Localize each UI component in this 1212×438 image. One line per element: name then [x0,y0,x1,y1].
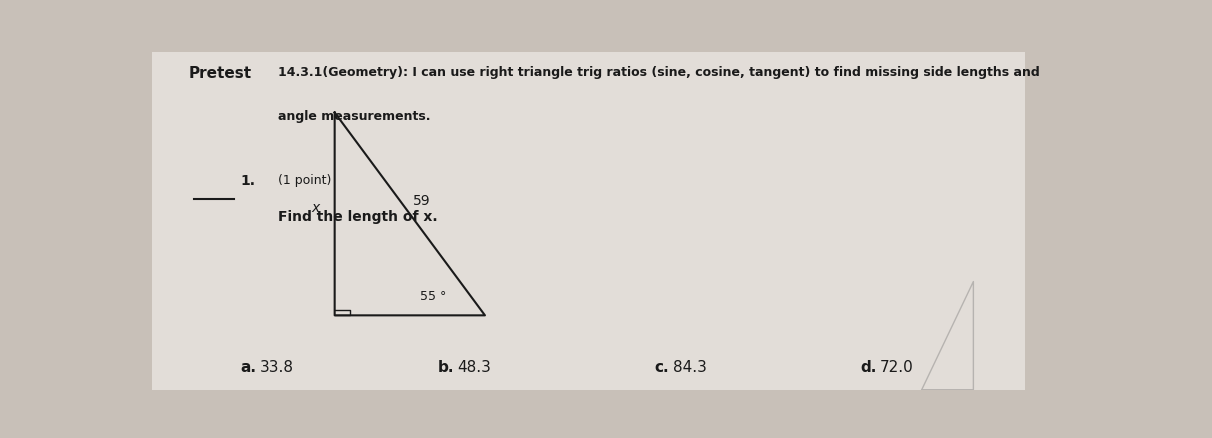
Text: a.: a. [241,359,257,374]
Text: d.: d. [861,359,877,374]
Text: Find the length of x.: Find the length of x. [279,209,438,223]
Text: 33.8: 33.8 [259,359,293,374]
Text: 14.3.1(Geometry): I can use right triangle trig ratios (sine, cosine, tangent) t: 14.3.1(Geometry): I can use right triang… [279,66,1040,79]
Text: c.: c. [654,359,669,374]
Text: 48.3: 48.3 [457,359,491,374]
FancyBboxPatch shape [152,53,1025,390]
Text: 1.: 1. [241,174,256,188]
Text: 84.3: 84.3 [673,359,707,374]
Text: angle measurements.: angle measurements. [279,110,430,123]
Text: 59: 59 [413,194,430,208]
Text: b.: b. [438,359,454,374]
Text: 55 °: 55 ° [421,289,446,302]
Text: x: x [311,201,320,215]
Text: (1 point): (1 point) [279,174,332,187]
Text: Pretest: Pretest [189,66,252,81]
Text: 72.0: 72.0 [880,359,913,374]
